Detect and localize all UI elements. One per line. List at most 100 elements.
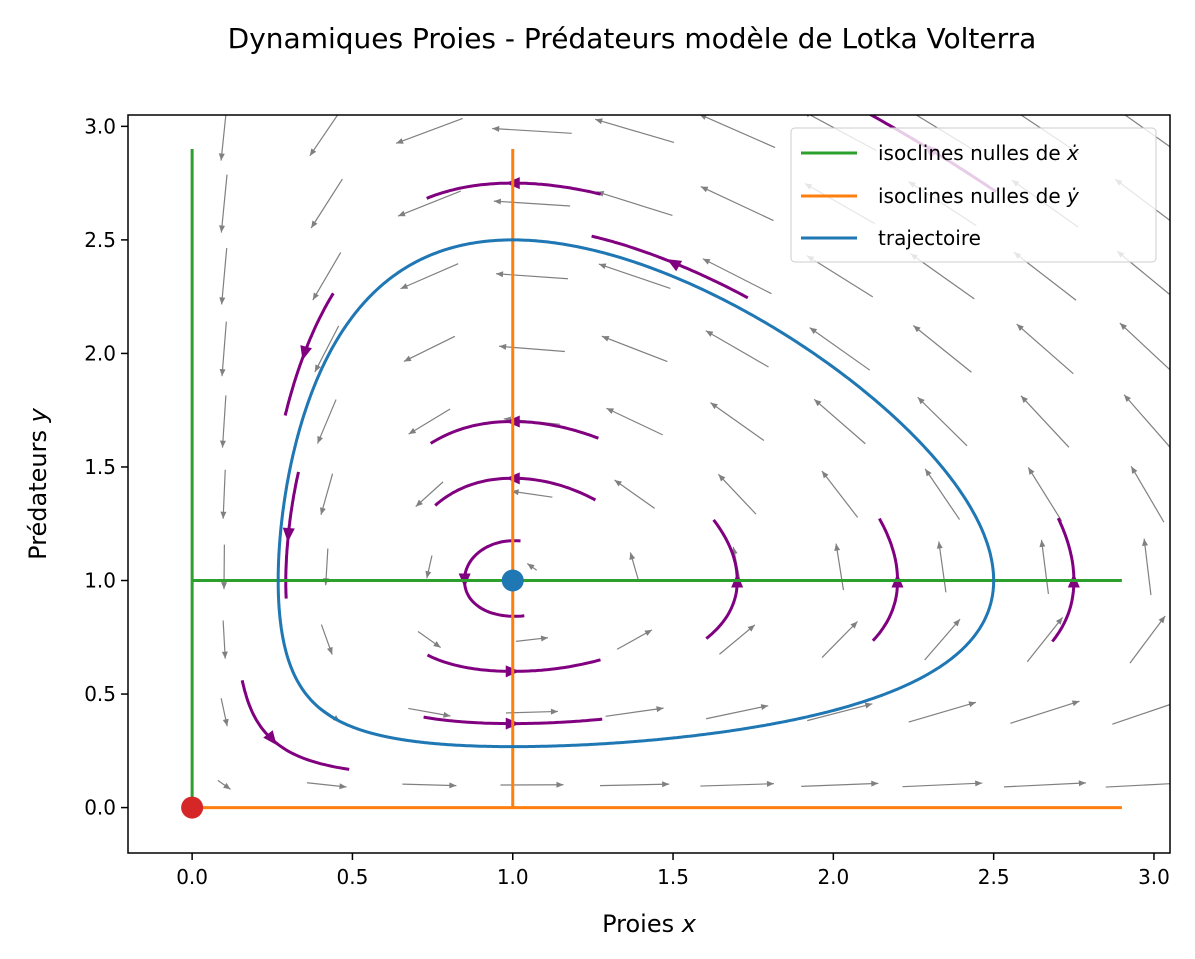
quiver-arrow [598,263,671,289]
legend-label-trajectory: trajectoire [878,226,981,250]
quiver-arrowhead [309,148,317,156]
quiver-arrowhead [221,651,228,659]
quiver-arrow [1105,783,1170,788]
quiver-arrow [220,174,228,233]
quiver-arrowhead [221,582,228,590]
quiver-arrow [495,273,568,280]
quiver-arrowhead [396,138,404,144]
legend-label-x-nullcline: isoclines nulles de ẋ [878,141,1079,165]
quiver-arrowhead [821,471,829,479]
quiver-arrowhead [1020,395,1028,403]
quiver-arrowhead [320,507,326,515]
quiver-arrowhead [1131,466,1138,474]
quiver-arrow [924,618,961,661]
quiver-arrowhead [705,330,714,337]
quiver-arrow [312,252,342,301]
quiver-arrowhead [556,781,564,788]
quiver-arrowhead [443,711,451,718]
streamline-arrow [666,259,683,272]
quiver-arrow [902,782,983,788]
legend-entry-x-nullcline: isoclines nulles de ẋ [801,141,1079,165]
streamline-arrow [282,527,295,543]
quiver-arrowhead [953,619,961,627]
quiver-arrow [595,118,675,144]
quiver-arrowhead [614,480,622,487]
quiver-arrowhead [710,402,718,410]
x-tick-label: 1.0 [497,865,529,889]
quiver-arrow [1027,467,1063,522]
quiver-arrow [705,705,769,720]
quiver-arrow [1130,466,1165,523]
quiver-arrowhead [656,706,664,713]
quiver-arrow [408,707,451,717]
trajectory-line [276,238,996,749]
chart-title: Dynamiques Proies - Prédateurs modèle de… [228,22,1037,55]
quiver-arrowhead [400,283,409,289]
quiver-arrowhead [1055,617,1063,625]
quiver-arrow [493,200,571,207]
quiver-arrow [596,191,673,216]
quiver-arrow [717,473,757,515]
streamline-arrow [263,730,277,745]
quiver-arrow [320,473,334,515]
quiver-arrowhead [339,783,347,790]
quiver-arrow [1119,322,1170,371]
quiver-arrow [314,325,340,373]
quiver-arrowhead [425,570,432,579]
quiver-arrow [221,395,227,448]
quiver-arrowhead [449,782,457,789]
quiver-arrow [807,703,873,722]
x-tick-label: 3.0 [1138,865,1170,889]
quiver-arrowhead [1016,324,1024,331]
legend-entry-trajectory: trajectoire [801,226,981,250]
quiver-arrowhead [871,780,879,787]
quiver-arrow [395,117,463,144]
quiver-arrowhead [219,297,226,305]
quiver-arrow [499,345,565,353]
quiver-arrow [605,707,664,717]
quiver-arrowhead [223,782,231,790]
quiver-arrow [506,710,558,714]
legend-entry-y-nullcline: isoclines nulles de ẏ [801,184,1080,208]
quiver-arrow [1010,700,1080,724]
quiver-arrowhead [220,511,227,519]
quiver-arrowhead [540,635,549,642]
quiver-arrow [1016,323,1074,375]
equilibrium-origin [181,796,204,819]
quiver-arrowhead [595,118,603,125]
quiver-arrowhead [312,292,319,301]
plot-frame [127,114,1171,854]
quiver-arrowhead [1028,467,1035,475]
quiver-arrowhead [1119,323,1127,331]
quiver-arrowhead [222,718,229,727]
equilibrium-points [181,569,524,819]
quiver-arrowhead [219,225,226,233]
y-tick-label: 2.0 [84,341,116,365]
quiver-arrowhead [550,708,558,715]
quiver-arrow [705,330,769,368]
quiver-arrowhead [601,335,610,342]
quiver-arrow [599,783,670,787]
quiver-arrowhead [925,468,932,477]
quiver-arrow [408,408,451,435]
plot-area [127,114,1171,854]
quiver-arrowhead [718,474,726,482]
quiver-arrowhead [968,701,977,708]
quiver-arrowhead [806,115,810,118]
quiver-arrowhead [699,115,707,120]
quiver-arrowhead [408,427,417,435]
quiver-arrow [700,783,775,787]
quiver-arrowhead [850,621,858,629]
quiver-arrowhead [598,263,607,270]
quiver-arrow [1040,539,1050,594]
quiver-arrowhead [936,541,943,549]
equilibrium-center [501,569,524,592]
quiver-arrowhead [1071,700,1080,707]
quiver-arrow [601,335,668,363]
quiver-arrow [938,541,947,593]
quiver-arrowhead [760,704,769,711]
trajectory-group [276,238,996,749]
quiver-arrow [221,247,228,305]
x-axis-label: Proies x [602,910,697,938]
quiver-arrowhead [527,563,535,571]
